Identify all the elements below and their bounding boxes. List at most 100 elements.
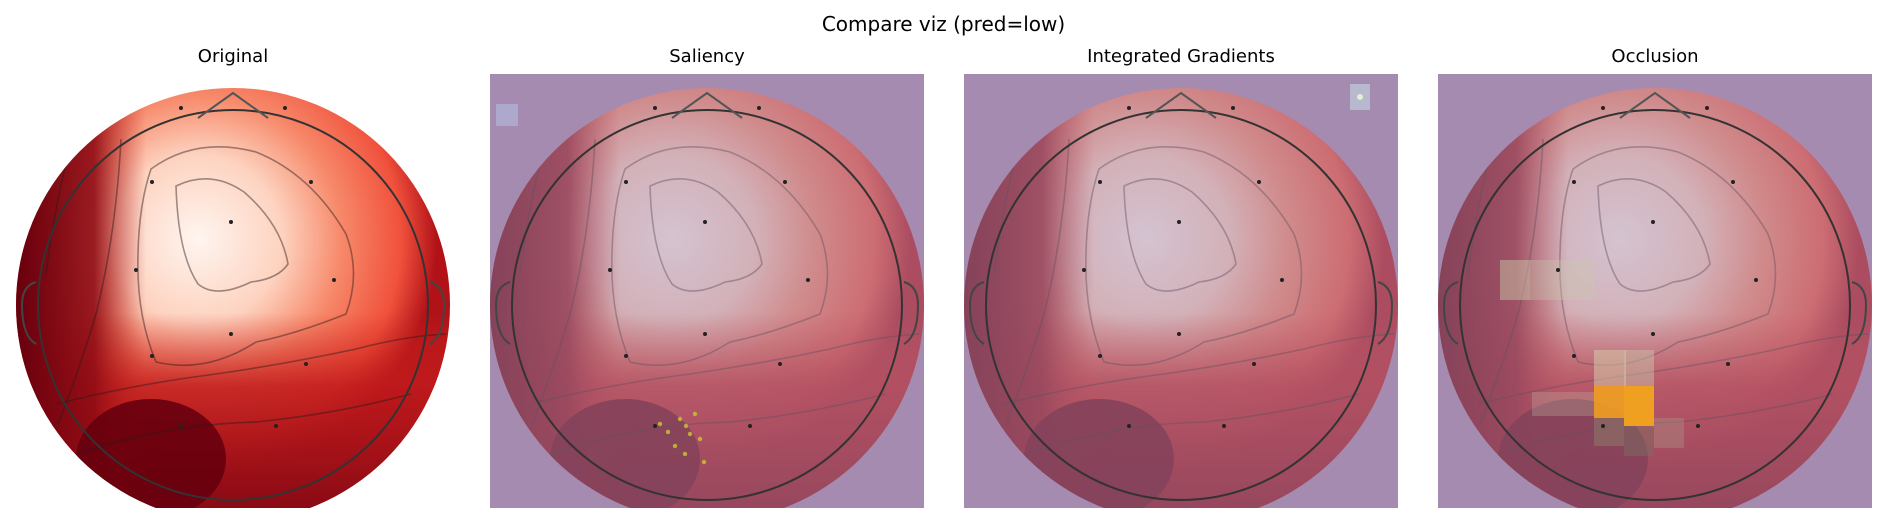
contour-line xyxy=(1597,177,1711,292)
contour-line xyxy=(611,146,829,367)
panel-title-original: Original xyxy=(197,46,269,67)
left-ear-outline xyxy=(20,281,37,345)
contour-line xyxy=(549,393,886,455)
contour-line xyxy=(55,333,447,405)
contour-line xyxy=(57,138,122,425)
occlusion-block xyxy=(1654,418,1684,448)
saliency-point xyxy=(701,459,707,465)
occlusion-block xyxy=(1532,392,1594,416)
occlusion-block xyxy=(1594,386,1624,418)
contour-line xyxy=(137,146,355,367)
head-outline xyxy=(511,109,903,501)
electrode-dot xyxy=(757,106,761,110)
saliency-point xyxy=(682,451,688,457)
electrode-dot xyxy=(1177,220,1181,224)
electrode-dot xyxy=(1222,424,1226,428)
electrode-dot xyxy=(783,180,787,184)
panel-occlusion: Occlusion xyxy=(1438,44,1872,508)
electrode-dot xyxy=(1098,180,1102,184)
contour-line xyxy=(175,177,289,292)
panel-title-occlusion: Occlusion xyxy=(1611,46,1699,67)
electrodes xyxy=(134,106,336,428)
contour-line xyxy=(1123,177,1237,292)
electrode-dot xyxy=(1127,106,1131,110)
nose-outline xyxy=(671,91,743,119)
topomap-saliency xyxy=(490,74,924,508)
electrode-dot xyxy=(179,106,183,110)
saliency-point xyxy=(657,421,663,427)
electrode-dot xyxy=(1726,362,1730,366)
occlusion-block xyxy=(1500,260,1530,300)
electrode-dot xyxy=(1601,106,1605,110)
contour-line xyxy=(1003,333,1395,405)
nose-outline xyxy=(1145,91,1217,119)
electrode-dot xyxy=(1696,424,1700,428)
saliency-point xyxy=(683,423,689,429)
topomap-field xyxy=(16,88,450,508)
topomap-occlusion xyxy=(1438,74,1872,508)
electrode-dot xyxy=(1572,180,1576,184)
panel-saliency: Saliency xyxy=(490,44,924,508)
occlusion-block xyxy=(1624,386,1654,426)
left-ear-outline xyxy=(494,281,511,345)
electrode-dot xyxy=(1231,106,1235,110)
electrode-dot xyxy=(748,424,752,428)
electrode-dot xyxy=(229,332,233,336)
occlusion-block xyxy=(1624,350,1654,386)
contour-line xyxy=(1085,146,1303,367)
head-outline xyxy=(1459,109,1851,501)
left-ear-outline xyxy=(968,281,985,345)
right-ear-outline xyxy=(429,281,446,345)
electrode-dot xyxy=(150,180,154,184)
electrode-dot xyxy=(1280,278,1284,282)
electrode-dot xyxy=(1082,268,1086,272)
electrode-dot xyxy=(1556,268,1560,272)
saliency-point xyxy=(665,429,671,435)
topomap-original xyxy=(16,88,450,508)
left-ear-outline xyxy=(1442,281,1459,345)
saliency-point xyxy=(692,411,698,417)
electrode-dot xyxy=(150,354,154,358)
electrode-dot xyxy=(1098,354,1102,358)
contour-line xyxy=(649,177,763,292)
electrode-dot xyxy=(1705,106,1709,110)
ig-point xyxy=(1357,94,1363,100)
right-ear-outline xyxy=(1377,281,1394,345)
electrode-dot xyxy=(179,424,183,428)
electrode-dot xyxy=(624,354,628,358)
head-outline xyxy=(37,109,429,501)
electrode-dot xyxy=(1127,424,1131,428)
contour-line xyxy=(529,333,921,405)
right-ear-outline xyxy=(1851,281,1868,345)
topomap-field xyxy=(490,88,924,508)
electrode-dot xyxy=(653,424,657,428)
attribution-overlay xyxy=(964,74,1398,508)
panel-title-integrated-gradients: Integrated Gradients xyxy=(1087,46,1275,67)
electrode-dot xyxy=(304,362,308,366)
electrodes xyxy=(1082,106,1284,428)
topomap-field xyxy=(964,88,1398,508)
saliency-speckles xyxy=(496,104,707,465)
electrodes xyxy=(608,106,810,428)
electrode-dot xyxy=(332,278,336,282)
electrode-dot xyxy=(778,362,782,366)
electrode-dot xyxy=(1257,180,1261,184)
electrode-dot xyxy=(703,332,707,336)
electrode-dot xyxy=(806,278,810,282)
electrode-dot xyxy=(1754,278,1758,282)
contour-line xyxy=(531,138,596,425)
occlusion-block xyxy=(1530,260,1594,300)
occlusion-block xyxy=(1594,418,1624,446)
electrode-dot xyxy=(134,268,138,272)
electrode-dot xyxy=(624,180,628,184)
attribution-overlay xyxy=(490,74,924,508)
saliency-point xyxy=(672,443,678,449)
electrode-dot xyxy=(1572,354,1576,358)
electrode-dot xyxy=(1651,220,1655,224)
saliency-patch xyxy=(496,104,518,126)
electrode-dot xyxy=(1651,332,1655,336)
right-ear-outline xyxy=(903,281,920,345)
electrode-dot xyxy=(653,106,657,110)
panel-integrated-gradients: Integrated Gradients xyxy=(964,44,1398,508)
contour-line xyxy=(75,393,412,455)
